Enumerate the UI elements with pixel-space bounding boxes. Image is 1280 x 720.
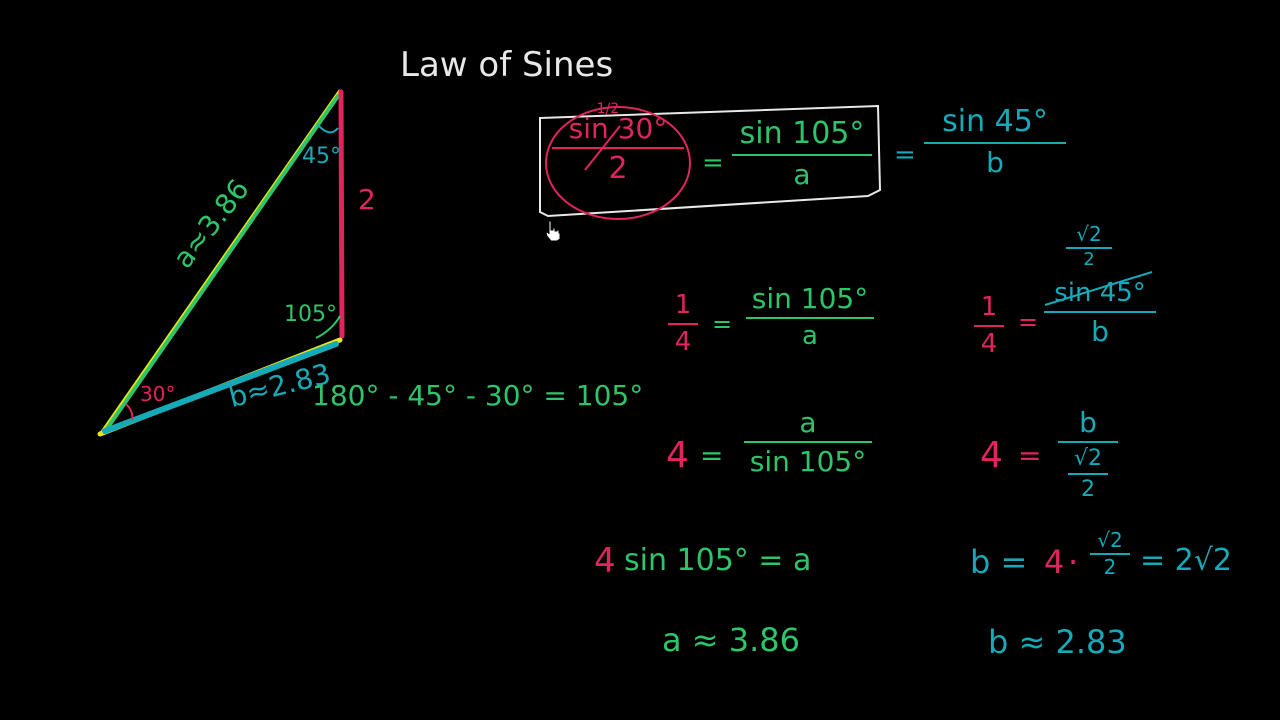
fraction-bar: [974, 325, 1004, 328]
angle-sum-equation: 180° - 45° - 30° = 105°: [312, 379, 644, 412]
fraction-denominator: 2: [1083, 249, 1095, 270]
right-step2-equals: =: [1018, 439, 1042, 472]
right-step3-four: 4: [1044, 543, 1065, 581]
right-step3-dot: ·: [1068, 543, 1079, 581]
left-step2-lhs: 4: [666, 435, 689, 476]
angle-left-label: 30°: [140, 382, 176, 406]
right-step3-fraction: √2 2: [1090, 530, 1130, 578]
right-step2-rhs: b √2 2: [1058, 408, 1118, 502]
left-step3-coefficient: 4: [594, 541, 616, 581]
strike-sin45: [1044, 271, 1153, 306]
angle-arc-right: [315, 315, 341, 339]
fraction-denominator: b: [986, 145, 1004, 179]
right-step1-note: √2 2: [1066, 224, 1112, 270]
equals-sign-1: =: [702, 148, 724, 178]
fraction-numerator: sin 105°: [739, 116, 865, 151]
side-c-line: [338, 89, 345, 339]
right-step3-b: b =: [970, 543, 1028, 581]
left-result: a ≈ 3.86: [662, 621, 801, 659]
hand-cursor-icon: [545, 220, 561, 242]
right-step1-rhs: sin 45° b: [1044, 278, 1156, 349]
numerator-note: 1/2: [596, 101, 620, 117]
fraction-bar: [552, 147, 684, 150]
fraction-numerator: √2: [1076, 222, 1102, 246]
left-step1-rhs: sin 105° a: [746, 284, 874, 351]
inner-numerator: √2: [1073, 446, 1102, 472]
left-step1-equals: =: [712, 310, 733, 338]
fraction-bar: [732, 153, 872, 156]
fraction-bar: [746, 317, 874, 320]
fraction-bar: [1044, 311, 1156, 314]
angle-arc-left: [125, 403, 134, 421]
fraction-denominator: 4: [980, 329, 998, 360]
fraction-denominator: b: [1091, 315, 1109, 349]
side-a-line: [104, 94, 340, 432]
left-step2-rhs: a sin 105°: [744, 408, 872, 477]
fraction-bar: [1058, 441, 1118, 444]
angle-top-label: 45°: [302, 144, 341, 169]
fraction-numerator: sin 45°: [942, 104, 1048, 139]
fraction-numerator: √2: [1097, 528, 1123, 552]
equation-box: [539, 104, 882, 218]
equals-sign-2: =: [894, 140, 916, 170]
fraction-numerator: b: [1079, 406, 1097, 439]
fraction-numerator: sin 30° 1/2: [568, 101, 668, 145]
title: Law of Sines: [400, 45, 614, 85]
fraction-bar: [668, 323, 698, 326]
left-step2-equals: =: [700, 439, 724, 472]
fraction-numerator: sin 105°: [751, 282, 869, 315]
fraction-sin45-over-b: sin 45° b: [924, 106, 1066, 177]
fraction-numerator: 1: [674, 290, 692, 320]
fraction-numerator: sin 45°: [1054, 278, 1146, 308]
fraction-denominator: 2: [608, 151, 628, 187]
fraction-denominator: 4: [674, 327, 692, 358]
fraction-sin30-over-2: sin 30° 1/2 2: [552, 101, 684, 187]
side-c-label: 2: [358, 183, 376, 216]
angle-right-label: 105°: [284, 302, 337, 327]
angle-arc-top: [317, 124, 339, 134]
right-step3-result: = 2√2: [1140, 543, 1232, 578]
fraction-denominator: √2 2: [1068, 446, 1108, 503]
fraction-denominator: 2: [1103, 555, 1117, 579]
side-b-line: [102, 341, 339, 434]
fraction-bar: [1090, 553, 1130, 555]
fraction-sin105-over-a: sin 105° a: [732, 118, 872, 189]
left-step3-expression: sin 105° = a: [624, 543, 812, 578]
fraction-bar: [924, 141, 1066, 144]
fraction-numerator: a: [799, 406, 817, 439]
fraction-bar: [1066, 247, 1112, 249]
right-step1-equals: =: [1018, 308, 1039, 336]
fraction-bar: [744, 441, 872, 444]
right-step1-lhs: 1 4: [974, 292, 1004, 360]
fraction-denominator: sin 105°: [749, 445, 867, 479]
fraction-numerator: 1: [980, 292, 998, 322]
right-step2-lhs: 4: [980, 435, 1003, 476]
inner-denominator: 2: [1081, 477, 1095, 503]
fraction-denominator: a: [802, 321, 818, 352]
left-step1-lhs: 1 4: [668, 290, 698, 358]
highlight-circle: [545, 106, 691, 220]
fraction-denominator: a: [793, 157, 811, 191]
inner-bar: [1068, 473, 1108, 476]
right-result: b ≈ 2.83: [988, 623, 1127, 661]
